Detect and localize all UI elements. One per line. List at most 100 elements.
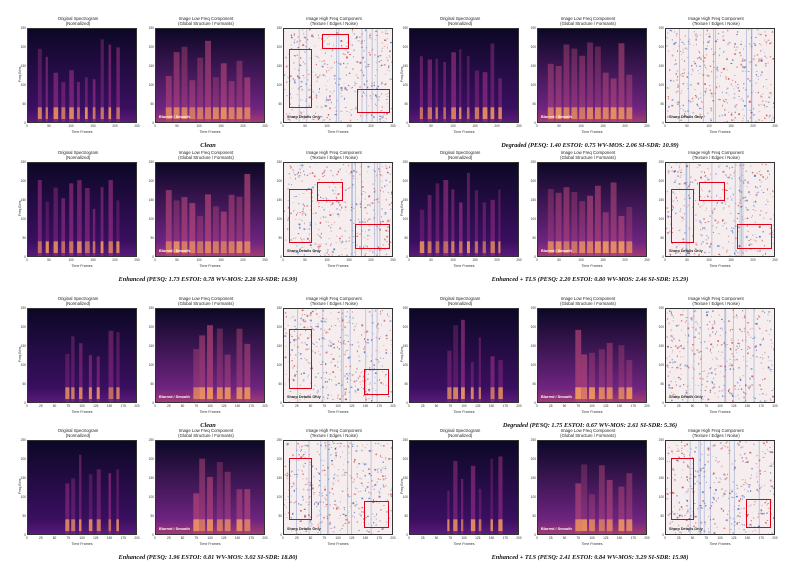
x-tick-label: 0 [536, 404, 538, 408]
x-tick-label: 125 [603, 404, 609, 408]
blurred-label: Blurred / Smooth [159, 249, 190, 253]
panel-title: Image Low Freq Component (Global Structur… [528, 296, 648, 306]
x-tick-label: 0 [536, 124, 538, 128]
y-tick-label: 200 [530, 325, 536, 329]
x-tick-label: 250 [262, 124, 268, 128]
blurred-label: Blurred / Smooth [541, 249, 572, 253]
y-tick-label: 150 [276, 344, 282, 348]
sharp-label: Sharp Details Only [669, 395, 703, 399]
spectrogram-plot [409, 162, 519, 257]
y-tick-label: 200 [276, 45, 282, 49]
x-axis-label: Time Frames [327, 542, 349, 546]
x-tick-label: 200 [262, 404, 268, 408]
x-tick-label: 0 [154, 258, 156, 262]
x-tick-label: 50 [308, 536, 313, 540]
y-tick-label: 200 [276, 325, 282, 329]
x-tick-label: 0 [282, 536, 284, 540]
x-tick-label: 200 [772, 404, 778, 408]
y-tick-label: 0 [24, 121, 26, 125]
y-tick-label: 150 [402, 344, 408, 348]
y-axis-label: Freq Bins [400, 346, 404, 362]
figure-5: Original Spectrogram (Normalized) 0 50 100 15… [18, 296, 398, 439]
y-tick-label: 250 [276, 306, 282, 310]
panel-original: Original Spectrogram (Normalized) 0 50 100 15… [400, 16, 522, 136]
x-axis-label: Time Frames [453, 410, 475, 414]
figure-2: Original Spectrogram (Normalized) 0 50 100 15… [400, 16, 780, 159]
y-axis-label: Freq Bins [400, 200, 404, 216]
x-tick-label: 125 [731, 536, 737, 540]
highlight-box [671, 189, 695, 243]
x-tick-label: 100 [461, 536, 467, 540]
panel-low: Image Low Freq Component (Global Structur… [146, 16, 268, 136]
y-tick-label: 250 [530, 306, 536, 310]
x-tick-label: 200 [368, 258, 374, 262]
y-tick-label: 150 [658, 344, 664, 348]
panel-title: Image High Freq Component (Texture / Edge… [656, 16, 776, 26]
panel-title-line: Image Low Freq Component [178, 428, 234, 433]
x-tick-label: 0 [26, 124, 28, 128]
y-tick-label: 0 [662, 533, 664, 537]
x-tick-labels: 0 50 100 150 200 250 [536, 258, 650, 263]
y-tick-label: 200 [276, 457, 282, 461]
x-tick-label: 75 [704, 536, 709, 540]
x-tick-label: 200 [390, 536, 396, 540]
x-tick-label: 200 [750, 258, 756, 262]
panel-title-line: Image High Freq Component [306, 428, 362, 433]
panel-high: Image High Freq Component (Texture / Edge… [274, 296, 396, 416]
panel-title: Image Low Freq Component (Global Structur… [146, 16, 266, 26]
highlight-box [355, 224, 390, 250]
panel-title: Image Low Freq Component (Global Structur… [146, 296, 266, 306]
x-tick-label: 25 [294, 536, 299, 540]
x-tick-label: 150 [234, 536, 241, 540]
y-axis-label: Freq Bins [18, 200, 22, 216]
x-tick-label: 150 [472, 258, 478, 262]
panel-title-line: (Normalized) [447, 301, 473, 306]
y-tick-label: 100 [276, 217, 282, 221]
y-tick-label: 50 [278, 102, 282, 106]
x-tick-label: 175 [630, 536, 636, 540]
y-tick-label: 50 [404, 514, 408, 518]
panel-title-line: Original Spectrogram [57, 150, 99, 155]
x-tick-label: 100 [461, 404, 467, 408]
x-tick-label: 200 [494, 124, 500, 128]
x-tick-label: 200 [112, 258, 118, 262]
panel-original: Original Spectrogram (Normalized) 0 50 100 15… [18, 296, 140, 416]
y-tick-labels: 0 50 100 150 200 250 [147, 26, 155, 125]
y-tick-label: 50 [404, 236, 408, 240]
y-tick-label: 0 [406, 401, 408, 405]
x-tick-label: 150 [90, 258, 96, 262]
blurred-label: Blurred / Smooth [541, 115, 572, 119]
x-tick-label: 50 [562, 536, 567, 540]
x-tick-label: 0 [408, 124, 410, 128]
y-tick-label: 50 [150, 514, 154, 518]
x-tick-label: 125 [221, 536, 227, 540]
x-tick-label: 50 [429, 124, 433, 128]
blurred-label: Blurred / Smooth [159, 115, 190, 119]
x-tick-label: 75 [704, 404, 709, 408]
x-tick-label: 200 [134, 536, 140, 540]
y-tick-labels: 0 50 100 150 200 250 [275, 306, 283, 405]
y-tick-label: 0 [406, 255, 408, 259]
panel-title-line: Image Low Freq Component [560, 428, 616, 433]
y-tick-label: 250 [148, 26, 154, 30]
y-tick-label: 150 [20, 344, 26, 348]
y-tick-labels: 0 50 100 150 200 250 [657, 438, 665, 537]
y-tick-labels: 0 50 100 150 200 250 [401, 160, 409, 259]
y-tick-labels: 0 50 100 150 200 250 [19, 160, 27, 259]
x-tick-label: 0 [536, 258, 538, 262]
y-tick-label: 250 [402, 160, 408, 164]
x-tick-label: 50 [175, 124, 179, 128]
x-tick-label: 150 [472, 124, 478, 128]
panel-title-line: (Normalized) [65, 433, 91, 438]
x-tick-label: 50 [180, 536, 185, 540]
x-tick-labels: 0 50 100 150 200 250 [26, 258, 140, 263]
x-tick-label: 125 [93, 404, 99, 408]
y-tick-label: 100 [20, 495, 26, 499]
y-tick-label: 200 [148, 179, 154, 183]
sharp-label: Sharp Details Only [669, 115, 703, 119]
x-tick-label: 100 [324, 258, 330, 262]
x-tick-label: 100 [324, 124, 330, 128]
x-tick-labels: 0 50 100 150 200 250 [664, 124, 778, 129]
spectrogram-plot [27, 162, 137, 257]
panel-title-line: (Texture / Edges / Noise) [692, 433, 740, 438]
